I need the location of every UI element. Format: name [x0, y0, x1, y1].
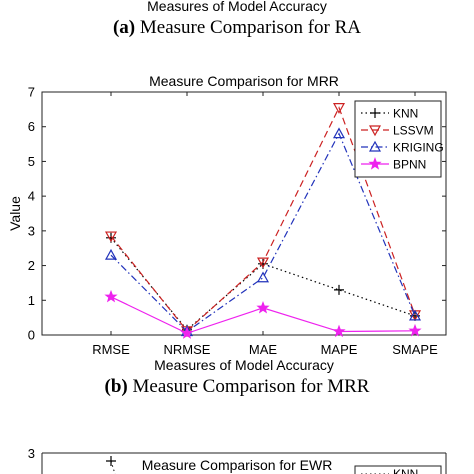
y-tick-label: 2	[28, 258, 35, 273]
y-tick-label: 3	[28, 223, 35, 238]
panel-a-caption-letter: (a)	[112, 17, 136, 38]
y-tick-label: 0	[28, 328, 35, 343]
y-tick-label: 4	[28, 189, 35, 204]
x-axis-label: Measures of Model Accuracy	[154, 357, 334, 373]
marker-triangle-down	[256, 257, 270, 269]
marker-triangle-up	[332, 127, 346, 139]
marker-triangle-up	[256, 271, 270, 283]
marker-triangle-up	[368, 140, 382, 152]
panel-a-xlabel: Measures of Model Accuracy	[147, 0, 327, 14]
legend-item-knn: KNN	[361, 107, 418, 121]
plot-frame	[41, 91, 447, 336]
panel-b-caption: (b) Measure Comparison for MRR	[0, 376, 474, 398]
marker-triangle-down	[332, 103, 346, 114]
x-tick-label: SMAPE	[392, 342, 438, 357]
series-knn	[106, 232, 420, 335]
legend-label: BPNN	[393, 158, 426, 172]
legend-item-lssvm: LSSVM	[361, 124, 434, 138]
y-tick-label: 5	[28, 154, 35, 169]
legend-label: LSSVM	[393, 124, 434, 138]
marker-plus	[370, 108, 380, 118]
marker-star	[368, 157, 382, 170]
x-tick-label: RMSE	[92, 342, 130, 357]
legend-item-kriging: KRIGING	[361, 141, 444, 155]
marker-star	[256, 300, 270, 314]
marker-plus	[334, 284, 344, 295]
marker-triangle-up	[104, 248, 118, 260]
series-line-lssvm	[110, 106, 416, 332]
marker-triangle-up	[408, 309, 422, 321]
x-tick-label: NRMSE	[164, 342, 211, 357]
chart2-title: Measure Comparison for EWR	[142, 457, 333, 473]
y-tick-label: 7	[28, 85, 35, 100]
marker-star	[180, 326, 194, 339]
marker-star	[408, 323, 422, 337]
legend-label: KRIGING	[393, 141, 444, 155]
panel-b-caption-letter: (b)	[104, 376, 128, 397]
panel-b-caption-text: Measure Comparison for MRR	[132, 376, 370, 397]
y-axis-label: Value	[7, 196, 23, 231]
x-tick-label: MAE	[249, 342, 278, 357]
legend-item-bpnn: BPNN	[361, 157, 426, 172]
panel-a-caption: (a) Measure Comparison for RA	[0, 17, 474, 39]
series-line-knn	[110, 237, 416, 331]
y-tick-label: 1	[28, 293, 35, 308]
panel-a-caption-text: Measure Comparison for RA	[139, 17, 361, 38]
marker-triangle-down	[104, 231, 118, 243]
y-tick-label: 6	[28, 119, 35, 134]
x-tick-label: MAPE	[321, 342, 358, 357]
marker-star	[104, 289, 118, 303]
marker-triangle-down	[368, 125, 382, 137]
marker-star	[332, 324, 346, 338]
chart-title: Measure Comparison for MRR	[149, 73, 339, 89]
legend-label: KNN	[393, 107, 418, 121]
series-bpnn	[104, 289, 422, 339]
